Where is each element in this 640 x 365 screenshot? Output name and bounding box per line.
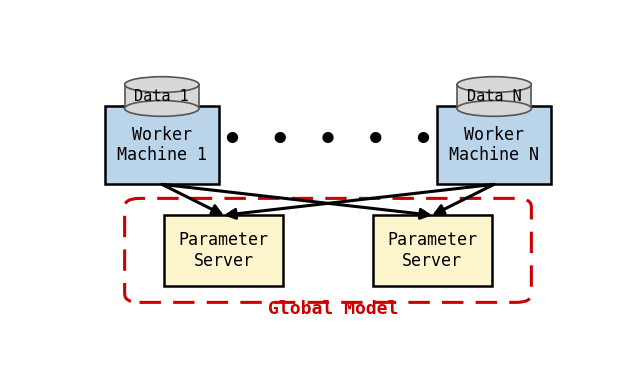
Bar xyxy=(125,85,199,108)
Bar xyxy=(437,105,551,184)
Text: Data 1: Data 1 xyxy=(134,89,189,104)
Text: Worker
Machine N: Worker Machine N xyxy=(449,126,539,164)
Text: Parameter
Server: Parameter Server xyxy=(179,231,269,270)
Ellipse shape xyxy=(125,77,199,92)
Bar xyxy=(372,215,492,285)
Ellipse shape xyxy=(457,77,531,92)
Ellipse shape xyxy=(125,101,199,116)
Text: Parameter
Server: Parameter Server xyxy=(387,231,477,270)
Text: Worker
Machine 1: Worker Machine 1 xyxy=(117,126,207,164)
Bar xyxy=(164,215,284,285)
Text: Data N: Data N xyxy=(467,89,522,104)
Ellipse shape xyxy=(457,101,531,116)
Bar xyxy=(457,85,531,108)
Text: Global Model: Global Model xyxy=(269,300,399,318)
Bar xyxy=(105,105,219,184)
Text: •  •  •  •  •: • • • • • xyxy=(221,122,435,160)
